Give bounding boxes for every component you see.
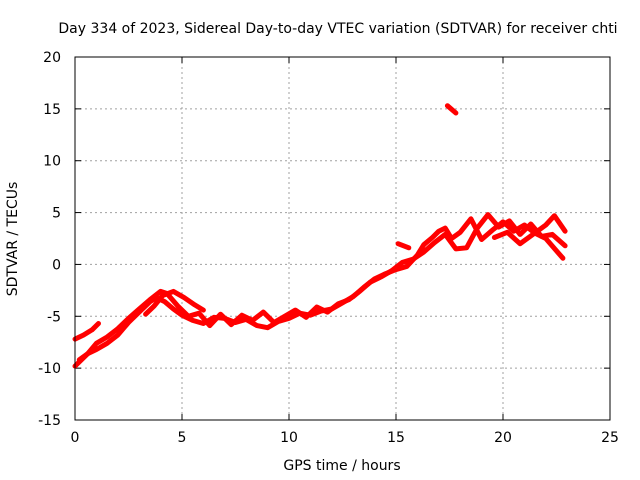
x-tick-label: 25 [601, 430, 619, 446]
x-axis-label: GPS time / hours [283, 458, 400, 474]
y-tick-label: -10 [38, 361, 61, 377]
y-tick-label: -15 [38, 413, 61, 429]
plot-frame [74, 56, 611, 421]
axis-ticks: 0 5 10 15 20 25 -15 -10 -5 0 5 10 15 20 [38, 50, 619, 446]
series-line-track-b [76, 212, 568, 363]
data-series [72, 103, 568, 369]
y-tick-label: 15 [43, 102, 61, 118]
y-tick-label: 0 [52, 257, 61, 273]
x-tick-label: 5 [178, 430, 187, 446]
chart-title: Day 334 of 2023, Sidereal Day-to-day VTE… [58, 21, 617, 37]
y-axis-label: SDTVAR / TECUs [5, 182, 21, 297]
series-line-track-e [395, 241, 412, 251]
series-line-track-f [444, 103, 459, 116]
x-tick-label: 0 [71, 430, 80, 446]
y-tick-label: -5 [47, 309, 61, 325]
y-tick-label: 10 [43, 154, 61, 170]
series-line-track-g [491, 213, 568, 247]
grid-lines [75, 57, 610, 420]
x-tick-label: 20 [494, 430, 512, 446]
series-line-track-c [143, 288, 206, 317]
x-tick-label: 15 [387, 430, 405, 446]
y-tick-label: 20 [43, 50, 61, 66]
x-tick-label: 10 [280, 430, 298, 446]
y-tick-label: 5 [52, 206, 61, 222]
series-line-track-d [72, 321, 101, 342]
